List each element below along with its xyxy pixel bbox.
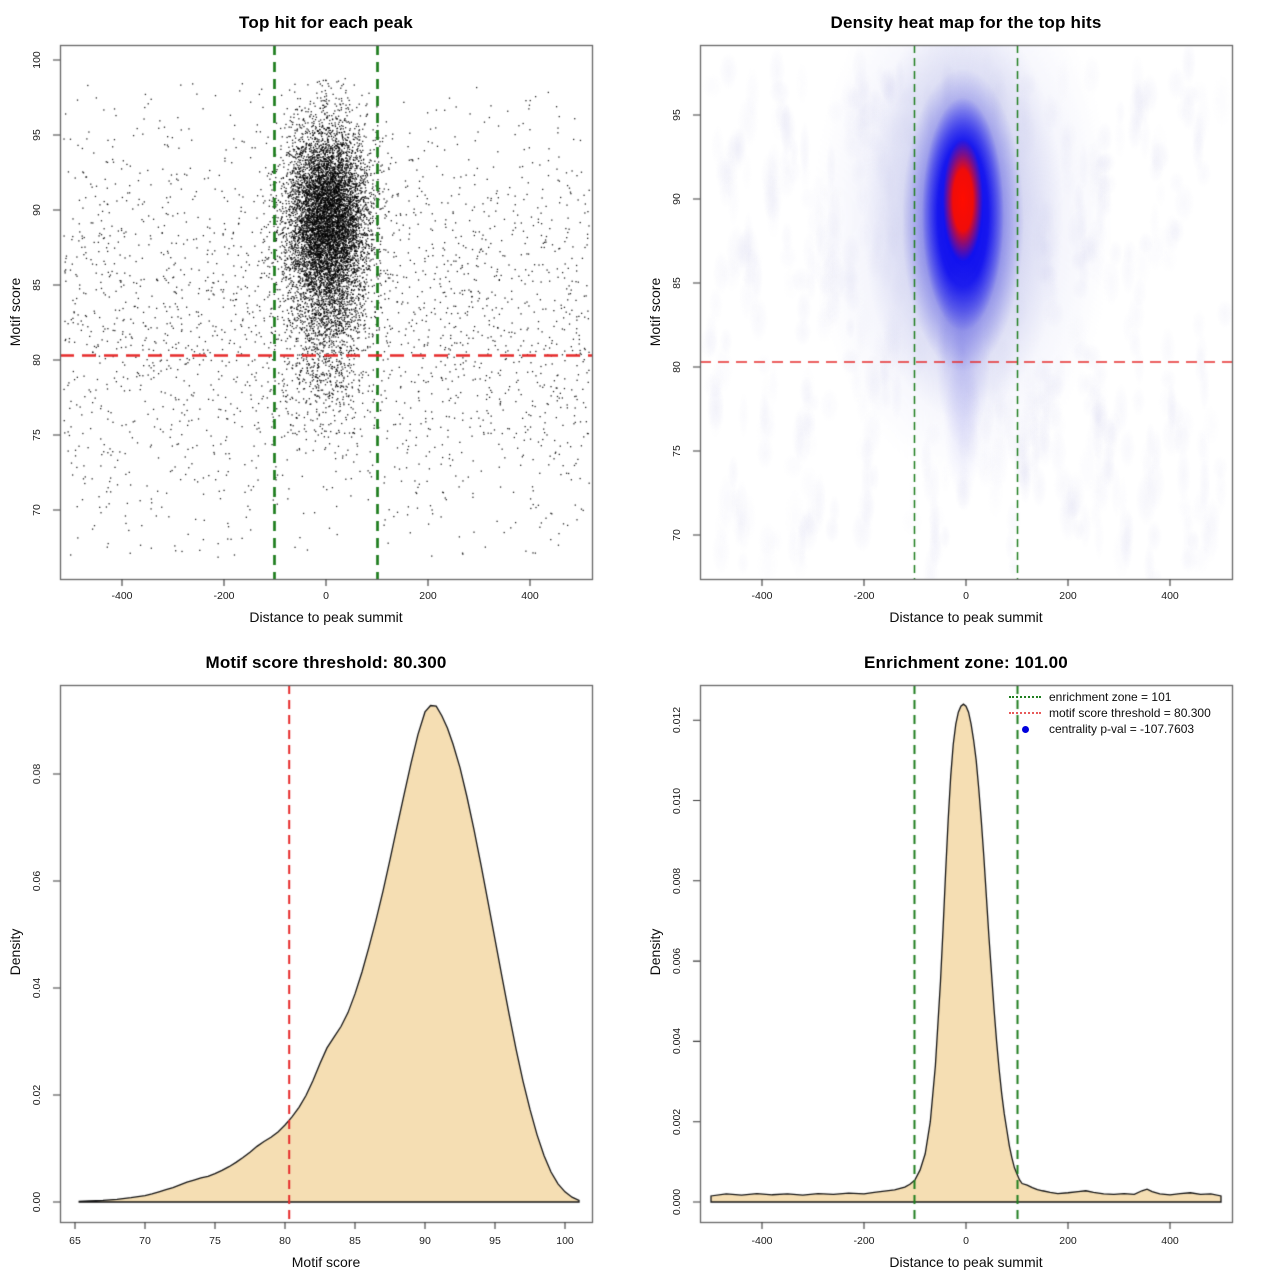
green-dotted-line-icon [1009, 696, 1041, 698]
x-tick-label: -400 [111, 590, 133, 602]
x-tick-label: 75 [209, 1235, 221, 1247]
panel-motif-score-density: Motif score threshold: 80.300 Motif scor… [0, 640, 640, 1280]
x-axis-label: Distance to peak summit [889, 609, 1043, 625]
y-tick-label: 85 [671, 277, 683, 289]
x-tick-label: 400 [1161, 590, 1179, 602]
y-tick-label: 0.008 [671, 867, 683, 894]
y-tick-label: 0.08 [31, 763, 43, 785]
y-axis-label: Density [647, 928, 663, 976]
y-tick-label: 95 [671, 109, 683, 121]
x-tick-label: 200 [419, 590, 437, 602]
x-tick-label: 80 [279, 1235, 291, 1247]
y-tick-label: 0.004 [671, 1028, 683, 1055]
x-tick-label: 95 [489, 1235, 501, 1247]
y-tick-label: 80 [671, 361, 683, 373]
y-axis-label: Motif score [7, 277, 23, 347]
score-density-canvas [0, 640, 640, 1280]
blue-dot-icon [1021, 725, 1029, 733]
x-tick-label: 0 [963, 590, 969, 602]
y-tick-label: 0.06 [31, 870, 43, 892]
chart-title: Enrichment zone: 101.00 [864, 653, 1068, 672]
y-tick-label: 0.002 [671, 1108, 683, 1135]
y-tick-label: 90 [31, 204, 43, 216]
y-tick-label: 70 [31, 504, 43, 516]
scatter-plot-canvas [0, 0, 640, 640]
y-axis-label: Motif score [647, 277, 663, 347]
x-tick-label: 65 [69, 1235, 81, 1247]
x-axis-label: Distance to peak summit [249, 609, 403, 625]
legend-label: motif score threshold = 80.300 [1049, 706, 1211, 720]
y-tick-label: 0.000 [671, 1188, 683, 1216]
panel-density-heatmap: Density heat map for the top hits Distan… [640, 0, 1280, 640]
red-dotted-line-icon [1009, 712, 1041, 714]
x-tick-label: 100 [556, 1235, 574, 1247]
x-tick-label: -200 [853, 1235, 875, 1247]
y-tick-label: 100 [31, 51, 43, 69]
panel-summit-distance-density: Enrichment zone: 101.00 Distance to peak… [640, 640, 1280, 1280]
heatmap-canvas [640, 0, 1280, 640]
legend-label: enrichment zone = 101 [1049, 690, 1172, 704]
legend-item-centrality-pval: centrality p-val = -107.7603 [1008, 721, 1211, 737]
y-tick-label: 0.02 [31, 1084, 43, 1106]
y-tick-label: 0.04 [31, 977, 43, 999]
legend-item-score-threshold: motif score threshold = 80.300 [1008, 705, 1211, 721]
chart-title: Motif score threshold: 80.300 [205, 653, 447, 672]
x-axis-label: Distance to peak summit [889, 1254, 1043, 1270]
panel-scatter-top-hits: Top hit for each peak Distance to peak s… [0, 0, 640, 640]
x-tick-label: 0 [323, 590, 329, 602]
y-tick-label: 70 [671, 529, 683, 541]
y-tick-label: 80 [31, 354, 43, 366]
x-tick-label: 200 [1059, 590, 1077, 602]
y-tick-label: 75 [671, 445, 683, 457]
legend: enrichment zone = 101 motif score thresh… [1008, 689, 1211, 737]
y-tick-label: 90 [671, 193, 683, 205]
x-tick-label: -200 [853, 590, 875, 602]
x-tick-label: 70 [139, 1235, 151, 1247]
y-axis-label: Density [7, 928, 23, 976]
y-tick-label: 0.010 [671, 787, 683, 814]
x-tick-label: 200 [1059, 1235, 1077, 1247]
y-tick-label: 0.00 [31, 1191, 43, 1213]
y-tick-label: 75 [31, 429, 43, 441]
x-tick-label: 0 [963, 1235, 969, 1247]
legend-item-enrichment-zone: enrichment zone = 101 [1008, 689, 1211, 705]
x-tick-label: 400 [521, 590, 539, 602]
legend-label: centrality p-val = -107.7603 [1049, 722, 1195, 736]
y-tick-label: 95 [31, 129, 43, 141]
chart-title: Density heat map for the top hits [830, 13, 1102, 32]
x-tick-label: -400 [751, 590, 773, 602]
x-tick-label: 90 [419, 1235, 431, 1247]
x-tick-label: -400 [751, 1235, 773, 1247]
x-tick-label: 400 [1161, 1235, 1179, 1247]
x-tick-label: 85 [349, 1235, 361, 1247]
x-tick-label: -200 [213, 590, 235, 602]
y-tick-label: 0.006 [671, 947, 683, 975]
x-axis-label: Motif score [291, 1254, 361, 1270]
chart-title: Top hit for each peak [239, 13, 413, 32]
y-tick-label: 0.012 [671, 707, 683, 734]
y-tick-label: 85 [31, 279, 43, 291]
summit-density-canvas [640, 640, 1280, 1280]
